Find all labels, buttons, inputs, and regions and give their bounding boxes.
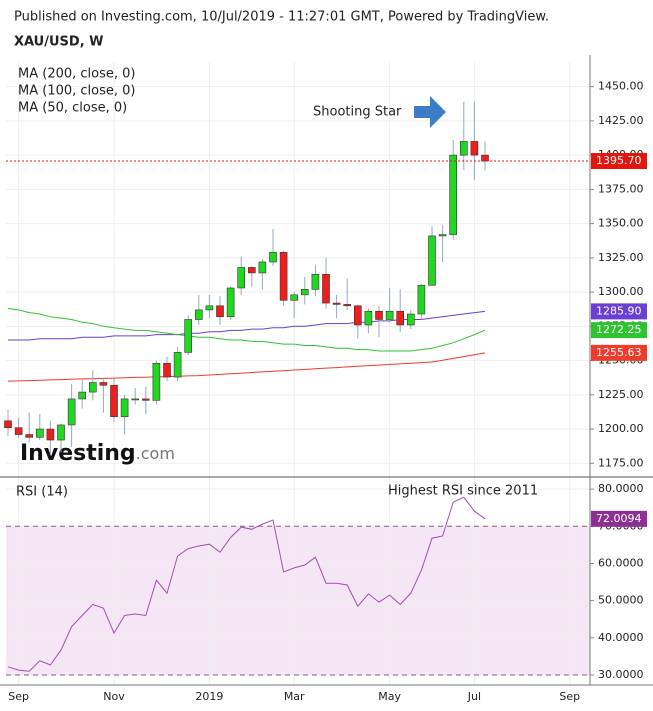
price-tag	[591, 153, 647, 170]
y-tick-label: 80.0000	[598, 482, 644, 495]
candle-body	[25, 434, 34, 438]
candle-body	[406, 313, 415, 326]
annotation: Shooting Star	[313, 105, 402, 120]
candle-body	[184, 319, 192, 353]
y-tick-label: 1350.00	[598, 217, 644, 230]
y-tick-label: 1375.00	[598, 182, 644, 195]
candle-body	[99, 382, 108, 386]
y-tick-label: 1175.00	[598, 456, 644, 469]
candle-body	[142, 398, 150, 401]
candle-body	[205, 305, 214, 311]
legend-entry: MA (200, close, 0)	[18, 67, 135, 82]
candle-body	[279, 252, 288, 301]
price-tag	[591, 303, 647, 320]
candle-body	[343, 304, 352, 307]
legend-entry: MA (50, close, 0)	[18, 101, 127, 116]
rsi-tag-label: 72.0094	[596, 512, 642, 525]
candle-body	[35, 428, 44, 438]
candle-body	[110, 384, 118, 418]
candle-body	[269, 252, 277, 263]
background-layer	[6, 62, 590, 685]
candle-body	[375, 310, 383, 320]
rsi-annotation: Highest RSI since 2011	[388, 484, 538, 499]
candle-body	[163, 363, 171, 378]
price-tag	[591, 322, 647, 339]
candle-body	[173, 352, 182, 378]
ma-line	[7, 308, 486, 352]
rsi-tag	[591, 510, 647, 527]
candle-body	[258, 261, 267, 274]
candle-body	[152, 363, 161, 401]
legend-entry: MA (100, close, 0)	[18, 84, 135, 99]
candle-body	[216, 305, 224, 318]
x-tick-label: Sep	[8, 690, 29, 703]
y-tick-label: 50.0000	[598, 594, 644, 607]
candle-body	[226, 287, 235, 318]
price-tag-label: 1395.70	[596, 154, 642, 167]
candle-body	[67, 398, 76, 426]
candle-body	[428, 235, 436, 286]
x-tick-label: Mar	[284, 690, 305, 703]
candle-body	[470, 141, 479, 156]
y-tick-label: 1225.00	[598, 388, 644, 401]
y-tick-label: 1425.00	[598, 114, 644, 127]
candle-body	[459, 141, 468, 156]
arrow	[414, 96, 446, 128]
y-tick-label: 1325.00	[598, 251, 644, 264]
candle-body	[300, 289, 309, 296]
candle-body	[396, 310, 405, 326]
candle-body	[89, 382, 97, 393]
published-note: Published on Investing.com, 10/Jul/2019 …	[14, 10, 549, 25]
candle-body	[290, 294, 299, 301]
candle-body	[14, 427, 23, 435]
candle-body	[364, 310, 373, 326]
logo: Investing.com	[20, 441, 175, 466]
candle-body	[4, 420, 12, 428]
symbol-title: XAU/USD, W	[14, 35, 104, 50]
price-tag-label: 1272.25	[596, 323, 642, 336]
y-tick-label: 1200.00	[598, 422, 644, 435]
y-tick-label: 1450.00	[598, 80, 644, 93]
rsi-label: RSI (14)	[16, 485, 68, 500]
candle-body	[417, 284, 426, 315]
candle-body	[57, 424, 65, 441]
candle-body	[131, 398, 139, 401]
x-tick-label: 2019	[195, 690, 223, 703]
y-tick-label: 1300.00	[598, 285, 644, 298]
price-tag	[591, 344, 647, 361]
x-tick-label: May	[378, 690, 401, 703]
ma-line	[7, 352, 486, 382]
y-tick-label: 30.0000	[598, 668, 644, 681]
x-tick-label: Nov	[103, 690, 125, 703]
candle-body	[248, 267, 256, 274]
candle-body	[237, 267, 245, 289]
candle-body	[322, 273, 330, 304]
candle-body	[385, 310, 394, 320]
y-tick-label: 60.0000	[598, 556, 644, 569]
rsi-line	[7, 496, 486, 672]
candle-body	[195, 309, 203, 320]
x-tick-label: Sep	[559, 690, 580, 703]
candle-body	[353, 305, 362, 326]
logo-brand: Investing	[20, 441, 136, 466]
candle-body	[332, 302, 341, 305]
candle-body	[120, 398, 129, 418]
logo-suffix: .com	[136, 444, 175, 463]
ma-line	[8, 310, 486, 341]
price-tag-label: 1285.90	[596, 304, 642, 317]
candle-body	[481, 154, 489, 162]
candle-body	[311, 273, 320, 290]
candle-body	[46, 428, 55, 441]
candle-body	[438, 234, 447, 237]
price-tag-label: 1255.63	[596, 346, 642, 359]
y-tick-label: 40.0000	[598, 631, 644, 644]
candle-body	[449, 154, 458, 235]
x-tick-label: Jul	[467, 690, 481, 703]
candle-body	[78, 391, 86, 400]
